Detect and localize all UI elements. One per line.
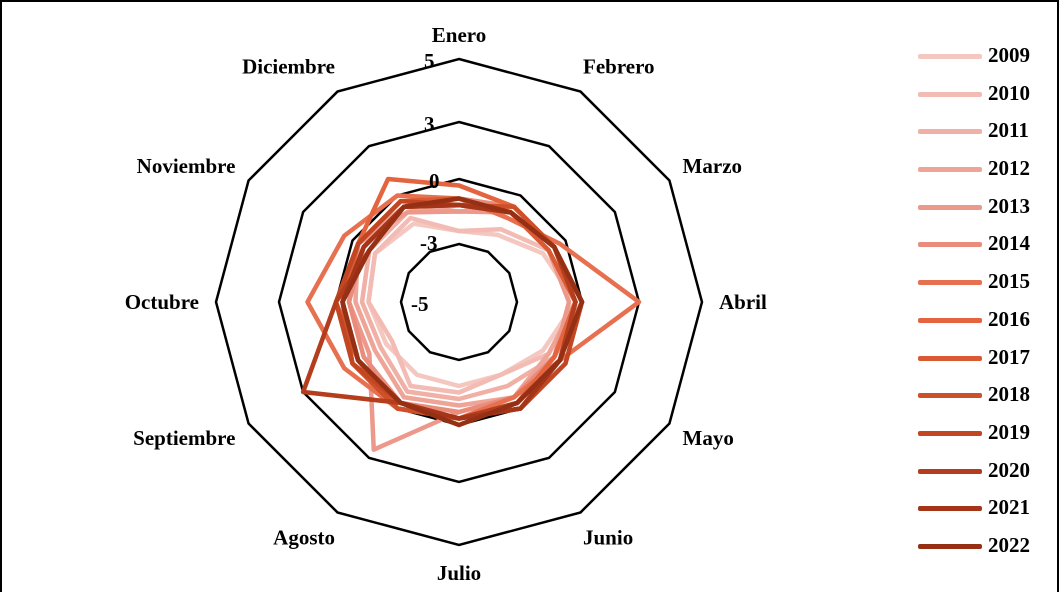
legend-item: 2019	[918, 417, 1058, 455]
legend-swatch	[918, 129, 982, 135]
legend-item: 2012	[918, 153, 1058, 191]
category-label: Mayo	[683, 426, 734, 450]
gridline	[399, 242, 519, 362]
legend-label: 2017	[988, 344, 1030, 369]
legend: 2009 2010 2011 2012 2013 2014 2015 2016 2017 2018…	[918, 40, 1058, 568]
legend-label: 2012	[988, 156, 1030, 181]
legend-item: 2018	[918, 379, 1058, 417]
legend-label: 2022	[988, 532, 1030, 557]
category-label: Diciembre	[242, 54, 335, 78]
legend-swatch	[918, 430, 982, 436]
legend-label: 2019	[988, 419, 1030, 444]
tick-label: 3	[424, 112, 435, 136]
category-label: Noviembre	[137, 154, 236, 178]
legend-swatch	[918, 543, 982, 549]
category-label: Junio	[583, 526, 633, 550]
tick-label: 0	[429, 169, 440, 193]
legend-label: 2021	[988, 495, 1030, 520]
category-label: Julio	[437, 561, 481, 585]
legend-swatch	[918, 91, 982, 97]
legend-swatch	[918, 54, 982, 59]
category-labels: Enero Febrero Marzo Abril Mayo Junio Julio Agos…	[125, 23, 767, 585]
legend-swatch	[918, 242, 982, 248]
legend-item: 2013	[918, 191, 1058, 229]
series-line-2022	[340, 196, 585, 428]
gridline	[214, 57, 704, 547]
legend-swatch	[918, 506, 982, 512]
radar-grid	[214, 57, 704, 547]
legend-item: 2009	[918, 40, 1058, 78]
legend-label: 2013	[988, 193, 1030, 218]
legend-label: 2009	[988, 43, 1030, 67]
legend-swatch	[918, 317, 982, 323]
category-label: Enero	[432, 23, 486, 47]
legend-item: 2021	[918, 492, 1058, 530]
legend-item: 2022	[918, 530, 1058, 568]
legend-label: 2015	[988, 269, 1030, 294]
legend-swatch	[918, 204, 982, 210]
legend-item: 2014	[918, 228, 1058, 266]
legend-label: 2020	[988, 457, 1030, 482]
radial-ticks: 5 3 0 -3 -5	[411, 49, 440, 316]
legend-swatch	[918, 468, 982, 474]
legend-label: 2018	[988, 382, 1030, 407]
tick-label: -5	[411, 292, 429, 316]
series-layer	[300, 176, 642, 452]
legend-item: 2011	[918, 115, 1058, 153]
legend-swatch	[918, 167, 982, 173]
category-label: Octubre	[125, 290, 199, 314]
category-label: Agosto	[273, 526, 335, 550]
legend-item: 2020	[918, 455, 1058, 493]
legend-item: 2015	[918, 266, 1058, 304]
tick-label: 5	[424, 49, 435, 73]
category-label: Septiembre	[133, 426, 235, 450]
legend-swatch	[918, 355, 982, 361]
legend-item: 2017	[918, 342, 1058, 380]
legend-swatch	[918, 393, 982, 399]
legend-item: 2016	[918, 304, 1058, 342]
category-label: Abril	[719, 290, 767, 314]
tick-label: -3	[420, 231, 438, 255]
gridline	[277, 120, 641, 484]
legend-label: 2014	[988, 231, 1030, 256]
legend-label: 2016	[988, 306, 1030, 331]
legend-label: 2011	[988, 118, 1029, 143]
legend-item: 2010	[918, 78, 1058, 116]
category-label: Marzo	[683, 154, 742, 178]
legend-label: 2010	[988, 80, 1030, 105]
category-label: Febrero	[583, 54, 655, 78]
legend-swatch	[918, 280, 982, 286]
